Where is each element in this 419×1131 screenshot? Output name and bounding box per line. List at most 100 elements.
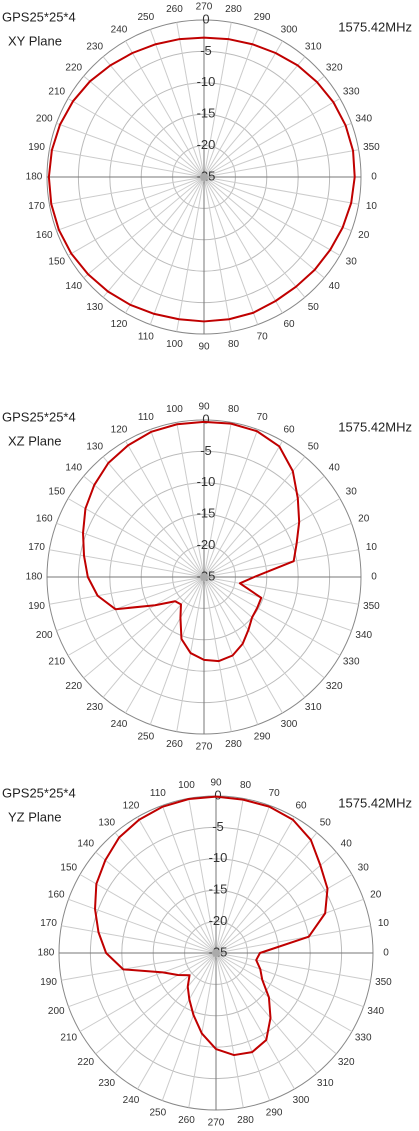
angle-label: 350 <box>363 142 380 153</box>
grid-spoke <box>137 816 217 954</box>
angle-label: 210 <box>60 1033 77 1044</box>
grid-spoke <box>203 498 341 578</box>
angle-label: 200 <box>36 630 53 641</box>
angle-label: 310 <box>305 41 322 52</box>
grid-spoke <box>203 176 259 325</box>
grid-spoke <box>203 576 341 656</box>
angle-label: 180 <box>26 572 43 583</box>
angle-label: 150 <box>48 487 65 498</box>
frequency-label: 1575.42MHz <box>338 795 412 810</box>
r-tick-label: -10 <box>209 850 228 865</box>
angle-label: 270 <box>208 1118 225 1129</box>
grid-spoke <box>125 40 205 178</box>
grid-spoke <box>203 122 352 178</box>
angle-label: 150 <box>60 863 77 874</box>
angle-label: 190 <box>28 142 45 153</box>
grid-spoke <box>188 798 217 954</box>
angle-label: 120 <box>111 319 128 330</box>
angle-label: 300 <box>293 1095 310 1106</box>
angle-label: 70 <box>257 412 269 423</box>
grid-spoke <box>203 549 359 578</box>
angle-label: 50 <box>308 302 320 313</box>
pattern-line <box>94 795 329 1057</box>
angle-label: 210 <box>48 87 65 98</box>
angle-label: 190 <box>28 601 45 612</box>
chart-title: GPS25*25*4 <box>2 9 76 24</box>
grid-spoke <box>95 851 217 954</box>
grid-spoke <box>215 952 364 1008</box>
chart-title: GPS25*25*4 <box>2 409 76 424</box>
angle-label: 120 <box>111 424 128 435</box>
r-tick-label: -5 <box>200 443 212 458</box>
grid-spoke <box>67 176 205 256</box>
angle-label: 0 <box>383 948 389 959</box>
angle-label: 140 <box>65 281 82 292</box>
grid-spoke <box>56 122 205 178</box>
grid-spoke <box>203 576 306 698</box>
grid-spoke <box>137 952 217 1090</box>
polar-chart: 0 10 20 30 40 50 60 70 80 90 100 110 120 130 140 150 160… <box>2 402 412 753</box>
grid-spoke <box>203 576 352 632</box>
chart-title: GPS25*25*4 <box>2 785 76 800</box>
grid-spoke <box>67 576 205 656</box>
angle-label: 60 <box>283 424 295 435</box>
grid-spoke <box>215 805 271 954</box>
angle-label: 110 <box>150 788 166 799</box>
grid-spoke <box>215 851 337 954</box>
angle-label: 10 <box>366 201 378 212</box>
center-dot <box>212 949 220 957</box>
center-dot <box>200 573 208 581</box>
grid-spoke <box>125 440 205 578</box>
angle-label: 320 <box>338 1057 355 1068</box>
angle-label: 80 <box>228 339 240 350</box>
angle-label: 50 <box>320 817 332 828</box>
r-tick-label: -10 <box>197 74 216 89</box>
r-tick-label: -20 <box>197 537 216 552</box>
angle-label: 90 <box>210 778 222 789</box>
angle-label: 320 <box>326 62 343 73</box>
r-tick-label: -15 <box>209 882 228 897</box>
frequency-label: 1575.42MHz <box>338 19 412 34</box>
grid-spoke <box>203 429 259 578</box>
grid-spoke <box>49 176 205 205</box>
grid-spoke <box>56 576 205 632</box>
grid-spoke <box>215 952 371 981</box>
angle-label: 170 <box>40 918 57 929</box>
angle-label: 330 <box>355 1033 372 1044</box>
angle-label: 50 <box>308 441 320 452</box>
grid-spoke <box>83 176 205 279</box>
grid-spoke <box>203 422 232 578</box>
angle-label: 80 <box>228 404 240 415</box>
angle-label: 160 <box>48 889 65 900</box>
angle-label: 290 <box>266 1107 283 1118</box>
angle-label: 20 <box>370 889 382 900</box>
grid-spoke <box>215 952 318 1074</box>
angle-label: 190 <box>40 977 57 988</box>
r-tick-label: 0 <box>202 411 209 426</box>
angle-label: 40 <box>341 838 353 849</box>
grid-spoke <box>215 952 337 1055</box>
angle-label: 230 <box>98 1078 115 1089</box>
r-tick-label: -10 <box>197 474 216 489</box>
polar-chart: 0 10 20 30 40 50 60 70 80 90 100 110 120 130 140 150 160… <box>2 2 412 353</box>
grid-spoke <box>215 952 353 1032</box>
angle-label: 250 <box>138 731 155 742</box>
grid-spoke <box>203 176 352 232</box>
r-tick-label: 0 <box>202 11 209 26</box>
r-tick-label: -15 <box>197 106 216 121</box>
chart-subtitle: XZ Plane <box>8 433 61 448</box>
angle-label: 150 <box>48 257 65 268</box>
angle-label: 70 <box>269 788 281 799</box>
grid-spoke <box>203 576 259 725</box>
grid-spoke <box>161 952 217 1101</box>
grid-spoke <box>149 429 205 578</box>
grid-spoke <box>114 952 217 1074</box>
angle-label: 270 <box>196 742 213 753</box>
angle-label: 120 <box>123 800 140 811</box>
angle-label: 100 <box>166 404 183 415</box>
pattern-line <box>82 420 301 663</box>
grid-spoke <box>176 176 205 332</box>
grid-spoke <box>215 952 244 1108</box>
grid-spoke <box>149 576 205 725</box>
